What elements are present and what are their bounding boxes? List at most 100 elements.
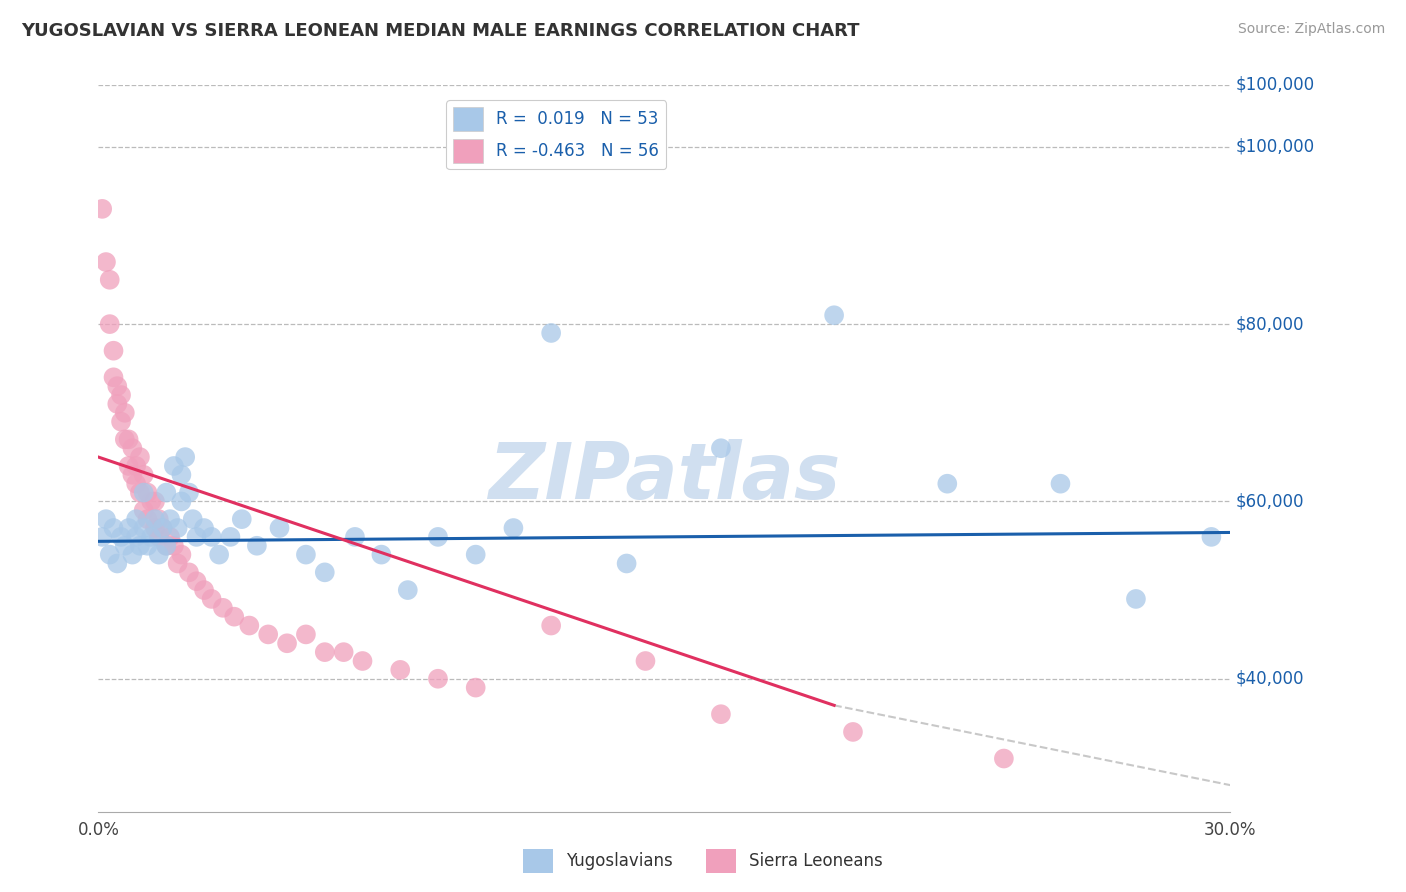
Point [155, 539, 177, 553]
Point [105, 379, 128, 393]
Point [170, 467, 193, 482]
Point [121, 548, 143, 562]
Point [540, 618, 562, 632]
Point [132, 485, 155, 500]
Point [238, 618, 260, 632]
Point [110, 530, 132, 544]
Point [710, 707, 733, 722]
Point [117, 521, 139, 535]
Point [166, 557, 188, 571]
Point [117, 433, 139, 447]
Point [148, 512, 170, 526]
Point [159, 512, 181, 526]
Point [163, 539, 186, 553]
Point [389, 663, 412, 677]
Point [295, 627, 318, 641]
Point [117, 458, 139, 473]
Point [98, 317, 121, 331]
Point [132, 503, 155, 517]
Point [103, 370, 125, 384]
Point [170, 548, 193, 562]
Text: Source: ZipAtlas.com: Source: ZipAtlas.com [1237, 22, 1385, 37]
Point [212, 600, 235, 615]
Point [125, 530, 148, 544]
Text: $100,000: $100,000 [1236, 76, 1315, 94]
Point [98, 548, 121, 562]
Point [129, 450, 152, 464]
Point [936, 476, 959, 491]
Point [464, 548, 486, 562]
Legend: Yugoslavians, Sierra Leoneans: Yugoslavians, Sierra Leoneans [516, 842, 890, 880]
Point [125, 512, 148, 526]
Point [314, 566, 336, 580]
Point [634, 654, 657, 668]
Point [1201, 530, 1223, 544]
Point [201, 530, 224, 544]
Point [540, 326, 562, 340]
Point [132, 467, 155, 482]
Point [269, 521, 291, 535]
Point [502, 521, 524, 535]
Point [208, 548, 231, 562]
Point [94, 255, 117, 269]
Point [163, 458, 186, 473]
Point [129, 539, 152, 553]
Point [166, 521, 188, 535]
Point [370, 548, 392, 562]
Point [136, 512, 159, 526]
Point [114, 539, 136, 553]
Point [993, 751, 1015, 765]
Point [352, 654, 374, 668]
Point [186, 530, 208, 544]
Text: $60,000: $60,000 [1236, 492, 1305, 510]
Point [295, 548, 318, 562]
Point [464, 681, 486, 695]
Point [193, 583, 215, 598]
Point [1125, 591, 1147, 606]
Point [132, 521, 155, 535]
Point [91, 530, 114, 544]
Point [148, 548, 170, 562]
Point [94, 512, 117, 526]
Point [143, 521, 166, 535]
Point [224, 609, 246, 624]
Legend: R =  0.019   N = 53, R = -0.463   N = 56: R = 0.019 N = 53, R = -0.463 N = 56 [446, 100, 666, 169]
Point [141, 530, 163, 544]
Point [201, 591, 224, 606]
Point [103, 521, 125, 535]
Point [257, 627, 280, 641]
Point [110, 388, 132, 402]
Text: ZIPatlas: ZIPatlas [488, 439, 841, 516]
Point [103, 343, 125, 358]
Point [427, 672, 450, 686]
Point [148, 530, 170, 544]
Point [114, 406, 136, 420]
Point [98, 273, 121, 287]
Point [105, 397, 128, 411]
Point [1049, 476, 1071, 491]
Point [343, 530, 366, 544]
Point [616, 557, 638, 571]
Point [141, 494, 163, 508]
Point [125, 476, 148, 491]
Point [152, 521, 174, 535]
Point [332, 645, 354, 659]
Point [143, 512, 166, 526]
Point [710, 442, 733, 455]
Point [121, 467, 143, 482]
Point [193, 521, 215, 535]
Point [177, 566, 200, 580]
Point [155, 539, 177, 553]
Point [231, 512, 253, 526]
Point [170, 494, 193, 508]
Point [246, 539, 269, 553]
Point [152, 521, 174, 535]
Point [129, 485, 152, 500]
Point [276, 636, 298, 650]
Point [159, 530, 181, 544]
Point [823, 308, 845, 322]
Point [314, 645, 336, 659]
Point [125, 458, 148, 473]
Point [219, 530, 242, 544]
Point [91, 202, 114, 216]
